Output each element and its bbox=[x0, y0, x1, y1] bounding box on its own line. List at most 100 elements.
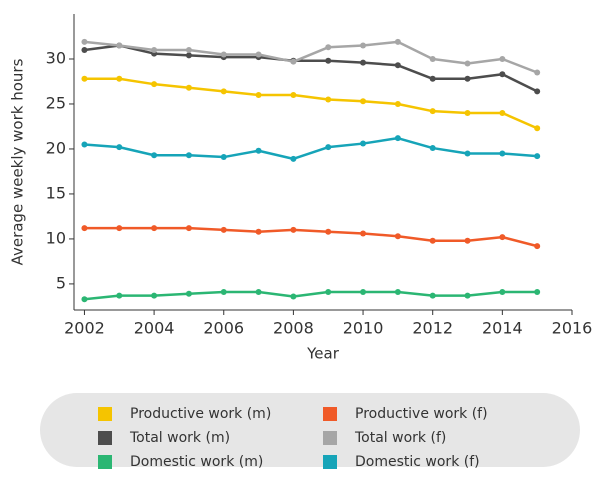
data-point bbox=[151, 225, 158, 232]
data-point bbox=[429, 237, 436, 244]
data-point bbox=[394, 62, 401, 69]
data-point bbox=[360, 42, 367, 49]
data-point bbox=[394, 38, 401, 45]
data-point bbox=[185, 84, 192, 91]
x-tick-label: 2008 bbox=[273, 319, 314, 338]
data-point bbox=[499, 289, 506, 296]
legend-swatch bbox=[98, 455, 112, 469]
data-point bbox=[220, 226, 227, 233]
data-point bbox=[185, 290, 192, 297]
data-point bbox=[116, 75, 123, 82]
data-point bbox=[499, 234, 506, 241]
data-point bbox=[255, 289, 262, 296]
data-point bbox=[534, 88, 541, 95]
data-point bbox=[464, 237, 471, 244]
data-point bbox=[499, 150, 506, 157]
data-point bbox=[220, 289, 227, 296]
data-point bbox=[255, 51, 262, 58]
data-point bbox=[325, 44, 332, 51]
data-point bbox=[499, 109, 506, 116]
data-point bbox=[81, 46, 88, 53]
data-point bbox=[360, 289, 367, 296]
data-point bbox=[499, 55, 506, 62]
data-point bbox=[325, 57, 332, 64]
legend-swatch bbox=[323, 407, 337, 421]
legend-label: Total work (m) bbox=[129, 430, 230, 446]
data-point bbox=[220, 51, 227, 58]
y-tick-label: 5 bbox=[56, 273, 66, 292]
data-point bbox=[290, 58, 297, 65]
data-point bbox=[534, 289, 541, 296]
series-line bbox=[84, 77, 538, 130]
legend-swatch bbox=[323, 431, 337, 445]
data-point bbox=[81, 38, 88, 45]
legend-swatch bbox=[98, 407, 112, 421]
data-point bbox=[394, 135, 401, 142]
legend-label: Domestic work (f) bbox=[355, 454, 480, 470]
data-point bbox=[185, 52, 192, 59]
data-point bbox=[116, 225, 123, 232]
series-line bbox=[84, 44, 538, 93]
data-point bbox=[429, 145, 436, 152]
legend-label: Productive work (f) bbox=[355, 406, 488, 422]
x-axis-label: Year bbox=[306, 345, 340, 363]
data-point bbox=[464, 109, 471, 116]
data-point bbox=[360, 230, 367, 237]
data-point bbox=[81, 225, 88, 232]
data-point bbox=[499, 71, 506, 78]
legend-swatch bbox=[323, 455, 337, 469]
data-point bbox=[185, 152, 192, 159]
data-point bbox=[429, 292, 436, 299]
data-point bbox=[394, 233, 401, 240]
data-point bbox=[81, 141, 88, 148]
y-tick-label: 25 bbox=[46, 93, 66, 112]
data-point bbox=[185, 225, 192, 232]
data-point bbox=[255, 228, 262, 235]
data-point bbox=[151, 152, 158, 159]
legend-box bbox=[40, 393, 580, 467]
data-point bbox=[325, 228, 332, 235]
data-point bbox=[290, 293, 297, 300]
data-point bbox=[534, 69, 541, 76]
data-point bbox=[81, 75, 88, 82]
data-point bbox=[290, 226, 297, 233]
data-point bbox=[116, 292, 123, 299]
x-tick-label: 2004 bbox=[134, 319, 175, 338]
series-line bbox=[84, 136, 538, 161]
data-point bbox=[429, 55, 436, 62]
legend-label: Productive work (m) bbox=[130, 406, 271, 422]
y-tick-label: 20 bbox=[46, 138, 66, 157]
data-point bbox=[534, 125, 541, 132]
data-point bbox=[290, 91, 297, 98]
y-tick-label: 10 bbox=[46, 228, 66, 247]
data-point bbox=[534, 243, 541, 250]
data-point bbox=[255, 91, 262, 98]
x-tick-label: 2012 bbox=[412, 319, 453, 338]
data-point bbox=[534, 153, 541, 160]
y-tick-label: 30 bbox=[46, 48, 66, 67]
data-point bbox=[325, 96, 332, 103]
data-point bbox=[81, 296, 88, 303]
data-point bbox=[429, 75, 436, 82]
data-point bbox=[151, 81, 158, 88]
data-point bbox=[325, 144, 332, 151]
data-point bbox=[464, 150, 471, 157]
data-point bbox=[151, 292, 158, 299]
data-point bbox=[429, 108, 436, 115]
x-tick-label: 2010 bbox=[343, 319, 384, 338]
y-tick-label: 15 bbox=[46, 183, 66, 202]
data-point bbox=[116, 144, 123, 151]
data-point bbox=[151, 46, 158, 53]
x-tick-label: 2014 bbox=[482, 319, 523, 338]
data-point bbox=[220, 88, 227, 95]
legend-swatch bbox=[98, 431, 112, 445]
series-line bbox=[84, 40, 538, 74]
legend-label: Total work (f) bbox=[354, 430, 446, 446]
data-point bbox=[464, 60, 471, 67]
data-point bbox=[394, 100, 401, 107]
x-tick-label: 2006 bbox=[203, 319, 244, 338]
data-point bbox=[255, 147, 262, 154]
data-point bbox=[360, 98, 367, 105]
data-point bbox=[360, 59, 367, 66]
